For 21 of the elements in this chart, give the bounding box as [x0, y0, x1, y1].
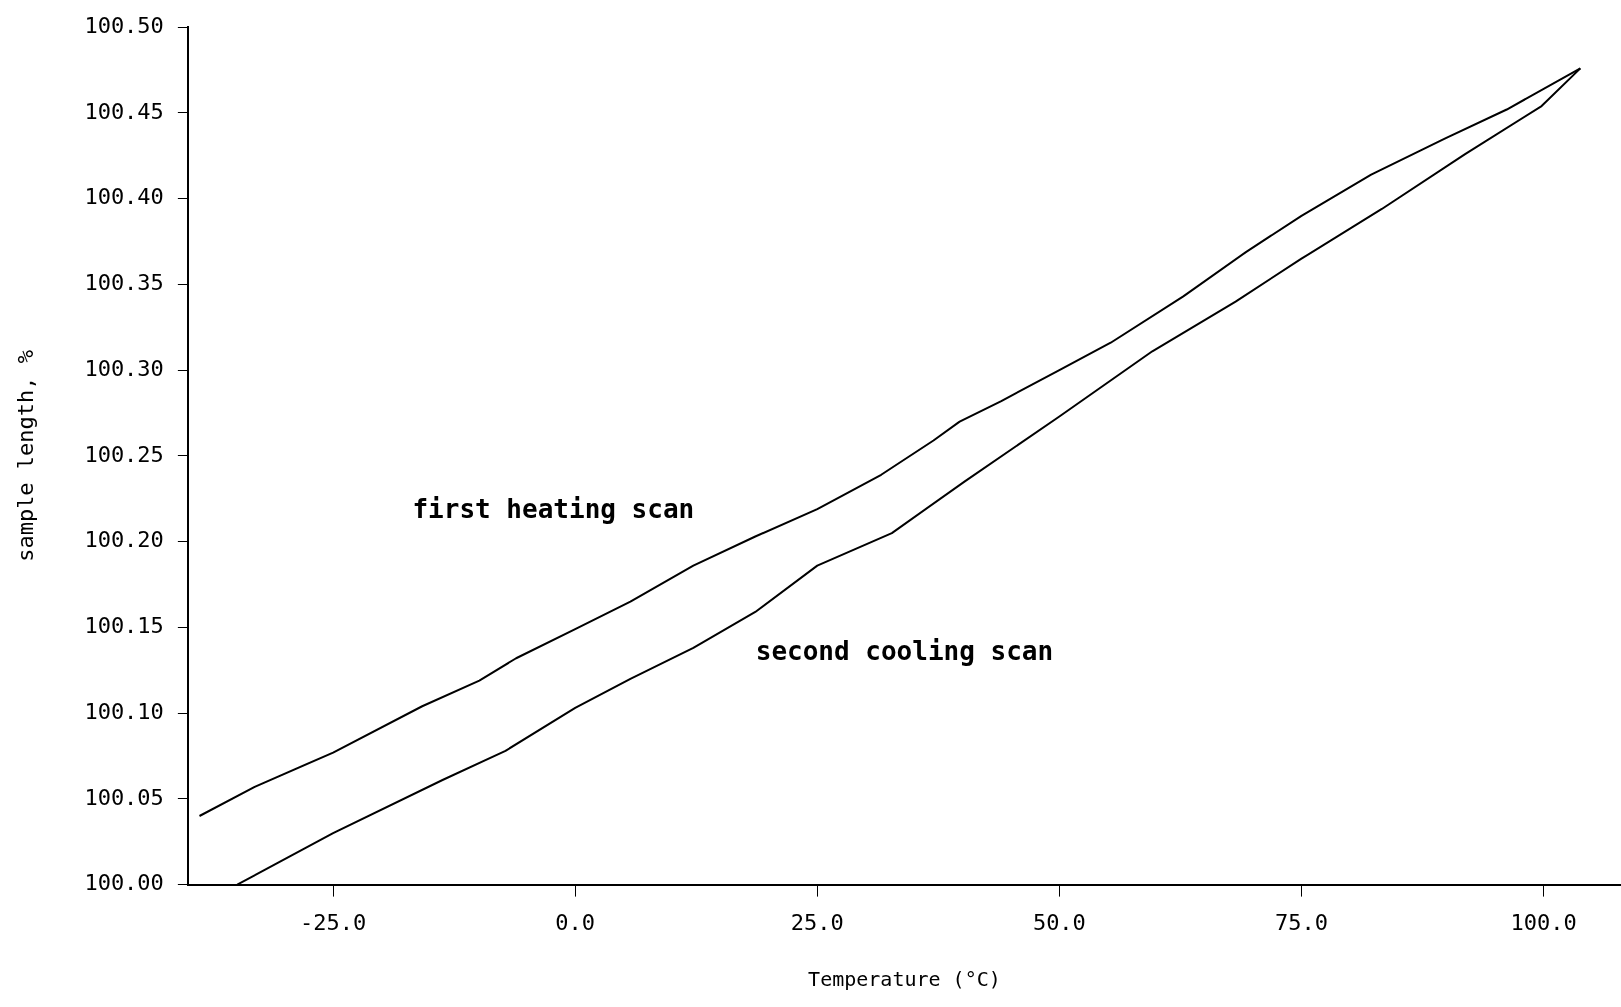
y-tick-label: 100.15	[84, 613, 164, 639]
y-tick-label: 100.45	[84, 98, 164, 124]
y-axis-title: sample length, %	[12, 349, 38, 562]
x-tick-label: 25.0	[790, 909, 844, 935]
y-tick-label: 100.50	[84, 12, 164, 38]
y-tick-label: 100.00	[84, 870, 164, 896]
x-tick-label: 75.0	[1274, 909, 1328, 935]
y-tick-label: 100.20	[84, 527, 164, 553]
annotation: first heating scan	[412, 494, 695, 525]
annotation: second cooling scan	[755, 635, 1054, 666]
y-tick-label: 100.25	[84, 441, 164, 467]
y-tick-label: 100.35	[84, 270, 164, 296]
y-tick-label: 100.10	[84, 698, 164, 724]
x-axis-title: Temperature (°C)	[808, 967, 1001, 992]
x-tick-label: 50.0	[1032, 909, 1086, 935]
x-tick-label: 0.0	[555, 909, 596, 935]
y-tick-label: 100.30	[84, 355, 164, 381]
x-tick-label: 100.0	[1510, 909, 1577, 935]
x-tick-label: -25.0	[300, 909, 367, 935]
y-tick-label: 100.40	[84, 184, 164, 210]
y-tick-label: 100.05	[84, 784, 164, 810]
